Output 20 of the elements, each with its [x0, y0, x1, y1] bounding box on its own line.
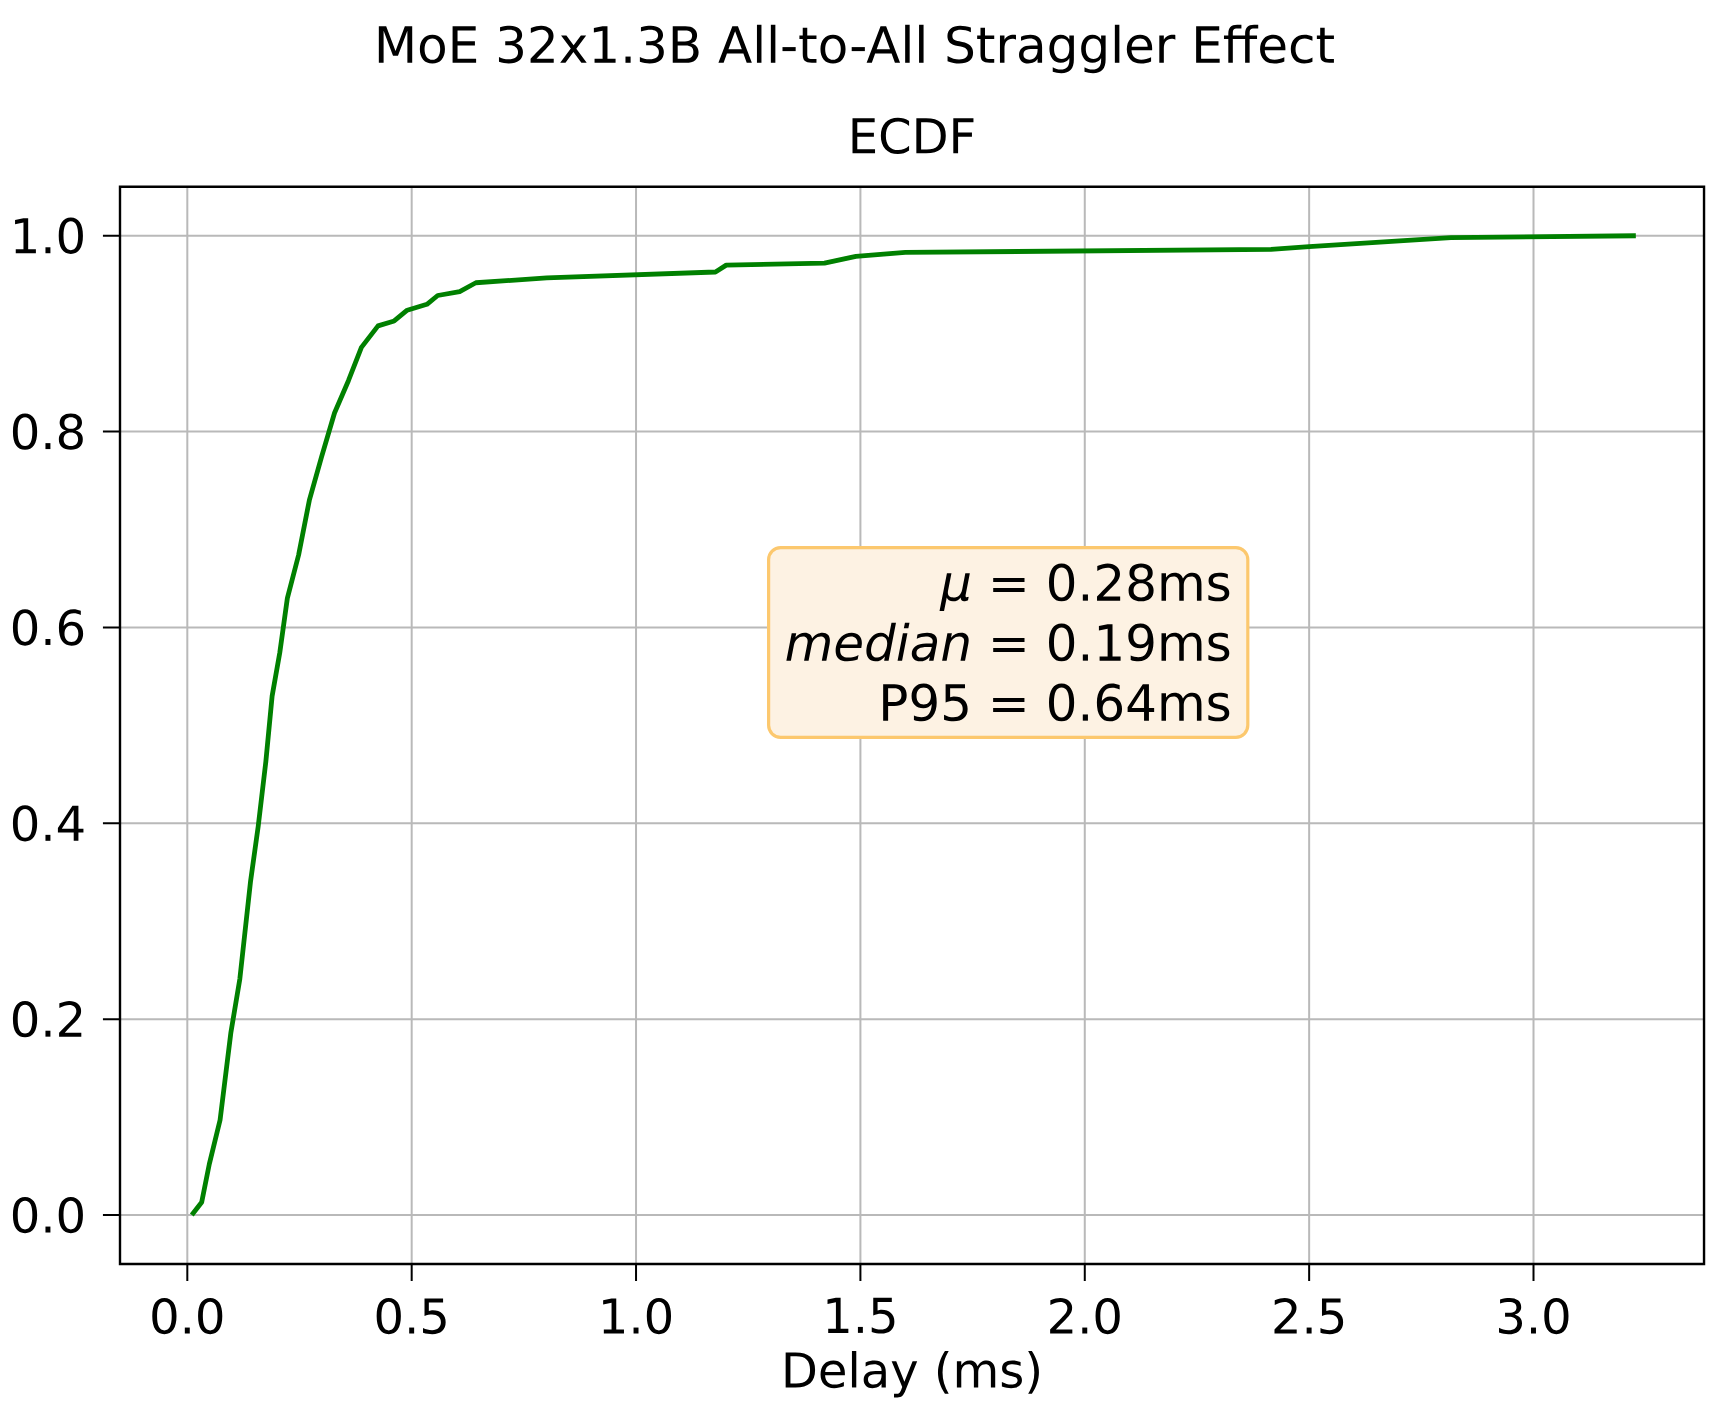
x-tick-label: 0.5	[376, 1297, 446, 1335]
line-series	[189, 233, 1639, 1218]
annotation: P95 = 0.64ms	[883, 683, 1230, 722]
annotation: median = 0.19ms	[786, 622, 1230, 662]
y-tick-label: 0.4	[12, 805, 84, 842]
y-tick-label: 0.6	[12, 609, 84, 646]
x-tick-label: 1.0	[603, 1297, 672, 1335]
y-tick-label: 1.0	[15, 217, 83, 254]
annotation: μ = 0.28ms	[939, 563, 1230, 612]
x-tick-label: 2.5	[1274, 1297, 1344, 1335]
chart-subtitle: ECDF	[852, 117, 974, 154]
y-tick-label: 0.0	[12, 1196, 83, 1234]
y-tick-label: 0.8	[12, 413, 83, 450]
x-tick-label: 2.0	[1050, 1297, 1120, 1335]
x-axis-title: Delay (ms)	[785, 1351, 1039, 1398]
x-tick-label: 3.0	[1498, 1297, 1569, 1335]
x-tick-label: 1.5	[827, 1297, 895, 1334]
chart-title: MoE 32x1.3B All-to-All Straggler Effect	[378, 24, 1334, 74]
x-tick-label: 0.0	[152, 1297, 223, 1335]
y-tick-label: 0.2	[12, 1001, 82, 1038]
